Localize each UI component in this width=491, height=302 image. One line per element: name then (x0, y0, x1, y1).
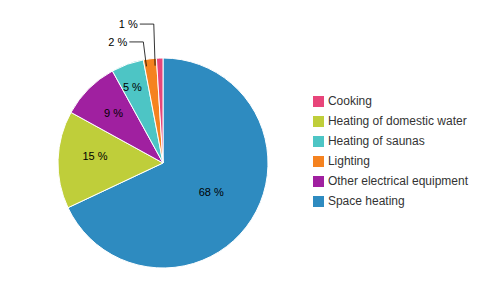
html-text:Heating of domestic water: Heating of domestic water (327, 114, 467, 128)
html-text:Cooking: Cooking (327, 94, 372, 108)
svg-text:68 %: 68 % (199, 186, 224, 198)
svg-text:5 %: 5 % (123, 81, 142, 93)
svg-text:1 %: 1 % (119, 18, 138, 30)
svg-text:15 %: 15 % (82, 150, 107, 162)
svg-text:9 %: 9 % (104, 107, 123, 119)
svg-text:2 %: 2 % (108, 36, 127, 48)
html-text:Lighting: Lighting (327, 154, 370, 168)
html-text:Other electrical equipment: Other electrical equipment (327, 174, 468, 188)
html-text:Space heating: Space heating (327, 194, 405, 208)
html-text:Heating of saunas: Heating of saunas (327, 134, 425, 148)
